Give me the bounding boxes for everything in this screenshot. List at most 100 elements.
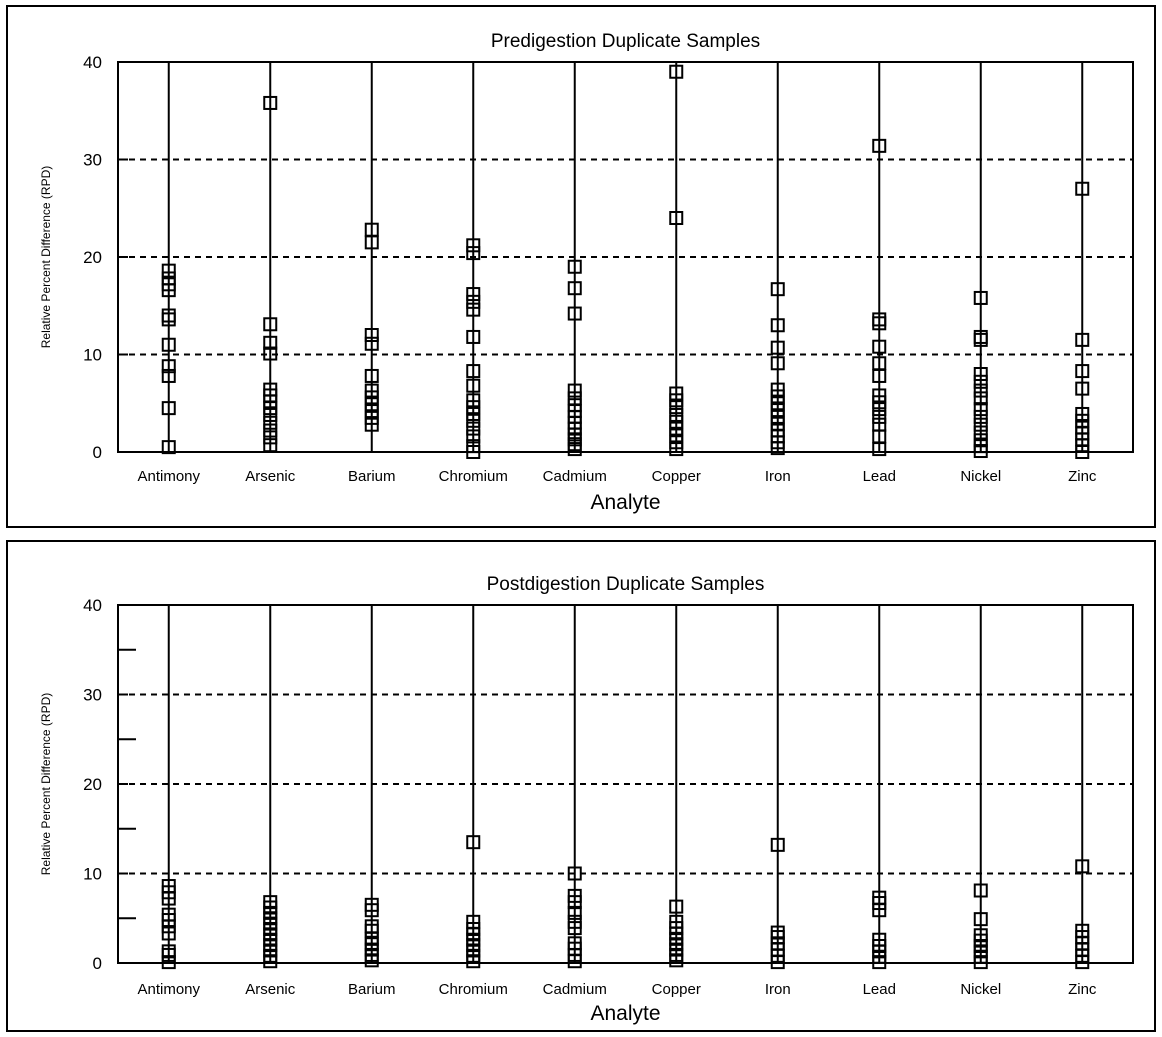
y-tick-label: 0 — [93, 954, 102, 973]
data-point — [263, 438, 278, 453]
data-point — [161, 263, 176, 278]
y-axis-label: Relative Percent Difference (RPD) — [39, 166, 53, 349]
data-point — [872, 417, 887, 432]
y-tick-label: 20 — [83, 248, 102, 267]
x-axis-label: Analyte — [590, 491, 660, 514]
category-label: Cadmium — [543, 468, 607, 485]
data-point — [973, 417, 988, 432]
category-label: Zinc — [1068, 468, 1097, 485]
data-point — [466, 378, 481, 393]
data-point — [1075, 332, 1090, 347]
data-point — [973, 409, 988, 424]
category-label: Barium — [348, 981, 396, 998]
data-point — [973, 367, 988, 381]
data-point — [364, 336, 379, 351]
data-point — [973, 374, 988, 389]
data-point — [567, 259, 582, 274]
category-label: Zinc — [1068, 981, 1097, 998]
data-point — [263, 415, 278, 430]
data-point — [161, 337, 176, 352]
y-tick-label: 0 — [93, 443, 102, 462]
data-point — [466, 921, 481, 936]
data-point — [770, 282, 785, 297]
y-tick-label: 30 — [83, 686, 102, 705]
y-tick-label: 30 — [83, 151, 102, 170]
y-tick-label: 20 — [83, 775, 102, 794]
category-label: Iron — [765, 981, 791, 998]
data-point — [364, 328, 379, 342]
x-axis-label: Analyte — [590, 1002, 660, 1025]
data-point — [973, 912, 988, 927]
y-tick-label: 40 — [83, 596, 102, 615]
category-label: Nickel — [960, 468, 1001, 485]
data-point — [567, 936, 582, 951]
data-point — [669, 64, 684, 79]
data-point — [973, 383, 988, 398]
data-point — [263, 423, 278, 438]
category-label: Arsenic — [245, 468, 296, 485]
data-point — [973, 883, 988, 898]
data-point — [872, 356, 887, 371]
data-point — [364, 383, 379, 398]
data-point — [161, 368, 176, 383]
data-point — [567, 306, 582, 321]
category-label: Copper — [652, 468, 701, 485]
data-point — [263, 346, 278, 361]
data-point — [973, 433, 988, 448]
data-point — [872, 409, 887, 424]
data-point — [770, 382, 785, 397]
y-tick-label: 40 — [83, 53, 102, 72]
data-point — [669, 899, 684, 914]
y-tick-label: 10 — [83, 865, 102, 884]
data-point — [973, 391, 988, 406]
category-label: Cadmium — [543, 981, 607, 998]
data-point — [872, 138, 887, 153]
data-point — [466, 294, 481, 309]
data-point — [263, 335, 278, 350]
chart-svg: Predigestion Duplicate Samples 0 10 20 30 40 R… — [39, 31, 1134, 514]
category-label: Copper — [652, 981, 701, 998]
data-point — [669, 914, 684, 929]
data-point — [973, 425, 988, 440]
category-label: Lead — [863, 468, 896, 485]
data-point — [364, 368, 379, 383]
data-point — [161, 271, 176, 286]
data-point — [770, 340, 785, 355]
category-label: Antimony — [137, 468, 200, 485]
data-point — [567, 866, 582, 881]
data-point — [263, 95, 278, 110]
data-point — [770, 318, 785, 333]
category-label: Arsenic — [245, 981, 296, 998]
data-point — [872, 890, 887, 905]
y-tick-label: 10 — [83, 346, 102, 365]
data-point — [1075, 364, 1090, 379]
y-axis-label: Relative Percent Difference (RPD) — [39, 693, 53, 876]
data-point — [466, 238, 481, 253]
data-point — [1075, 859, 1090, 874]
data-point — [466, 393, 481, 408]
data-point — [973, 290, 988, 305]
data-point — [263, 317, 278, 332]
data-point — [466, 246, 481, 261]
data-point — [567, 391, 582, 406]
data-point — [1075, 381, 1090, 396]
category-label: Nickel — [960, 981, 1001, 998]
data-point — [669, 407, 684, 422]
category-label: Lead — [863, 981, 896, 998]
category-label: Barium — [348, 468, 396, 485]
data-point — [161, 308, 176, 323]
data-point — [466, 835, 481, 850]
data-point — [161, 907, 176, 922]
data-point — [161, 401, 176, 416]
data-point — [770, 837, 785, 852]
data-point — [973, 402, 988, 417]
data-point — [567, 888, 582, 903]
data-point — [263, 382, 278, 397]
data-point — [466, 364, 481, 379]
data-point — [161, 944, 176, 959]
category-label: Chromium — [439, 981, 508, 998]
predigestion-chart-panel: Predigestion Duplicate Samples 0 10 20 30 40 R… — [6, 5, 1156, 528]
chart-svg: Postdigestion Duplicate Samples 0 10 20 30 40… — [39, 574, 1134, 1025]
data-point — [466, 421, 481, 436]
category-label: Antimony — [137, 981, 200, 998]
